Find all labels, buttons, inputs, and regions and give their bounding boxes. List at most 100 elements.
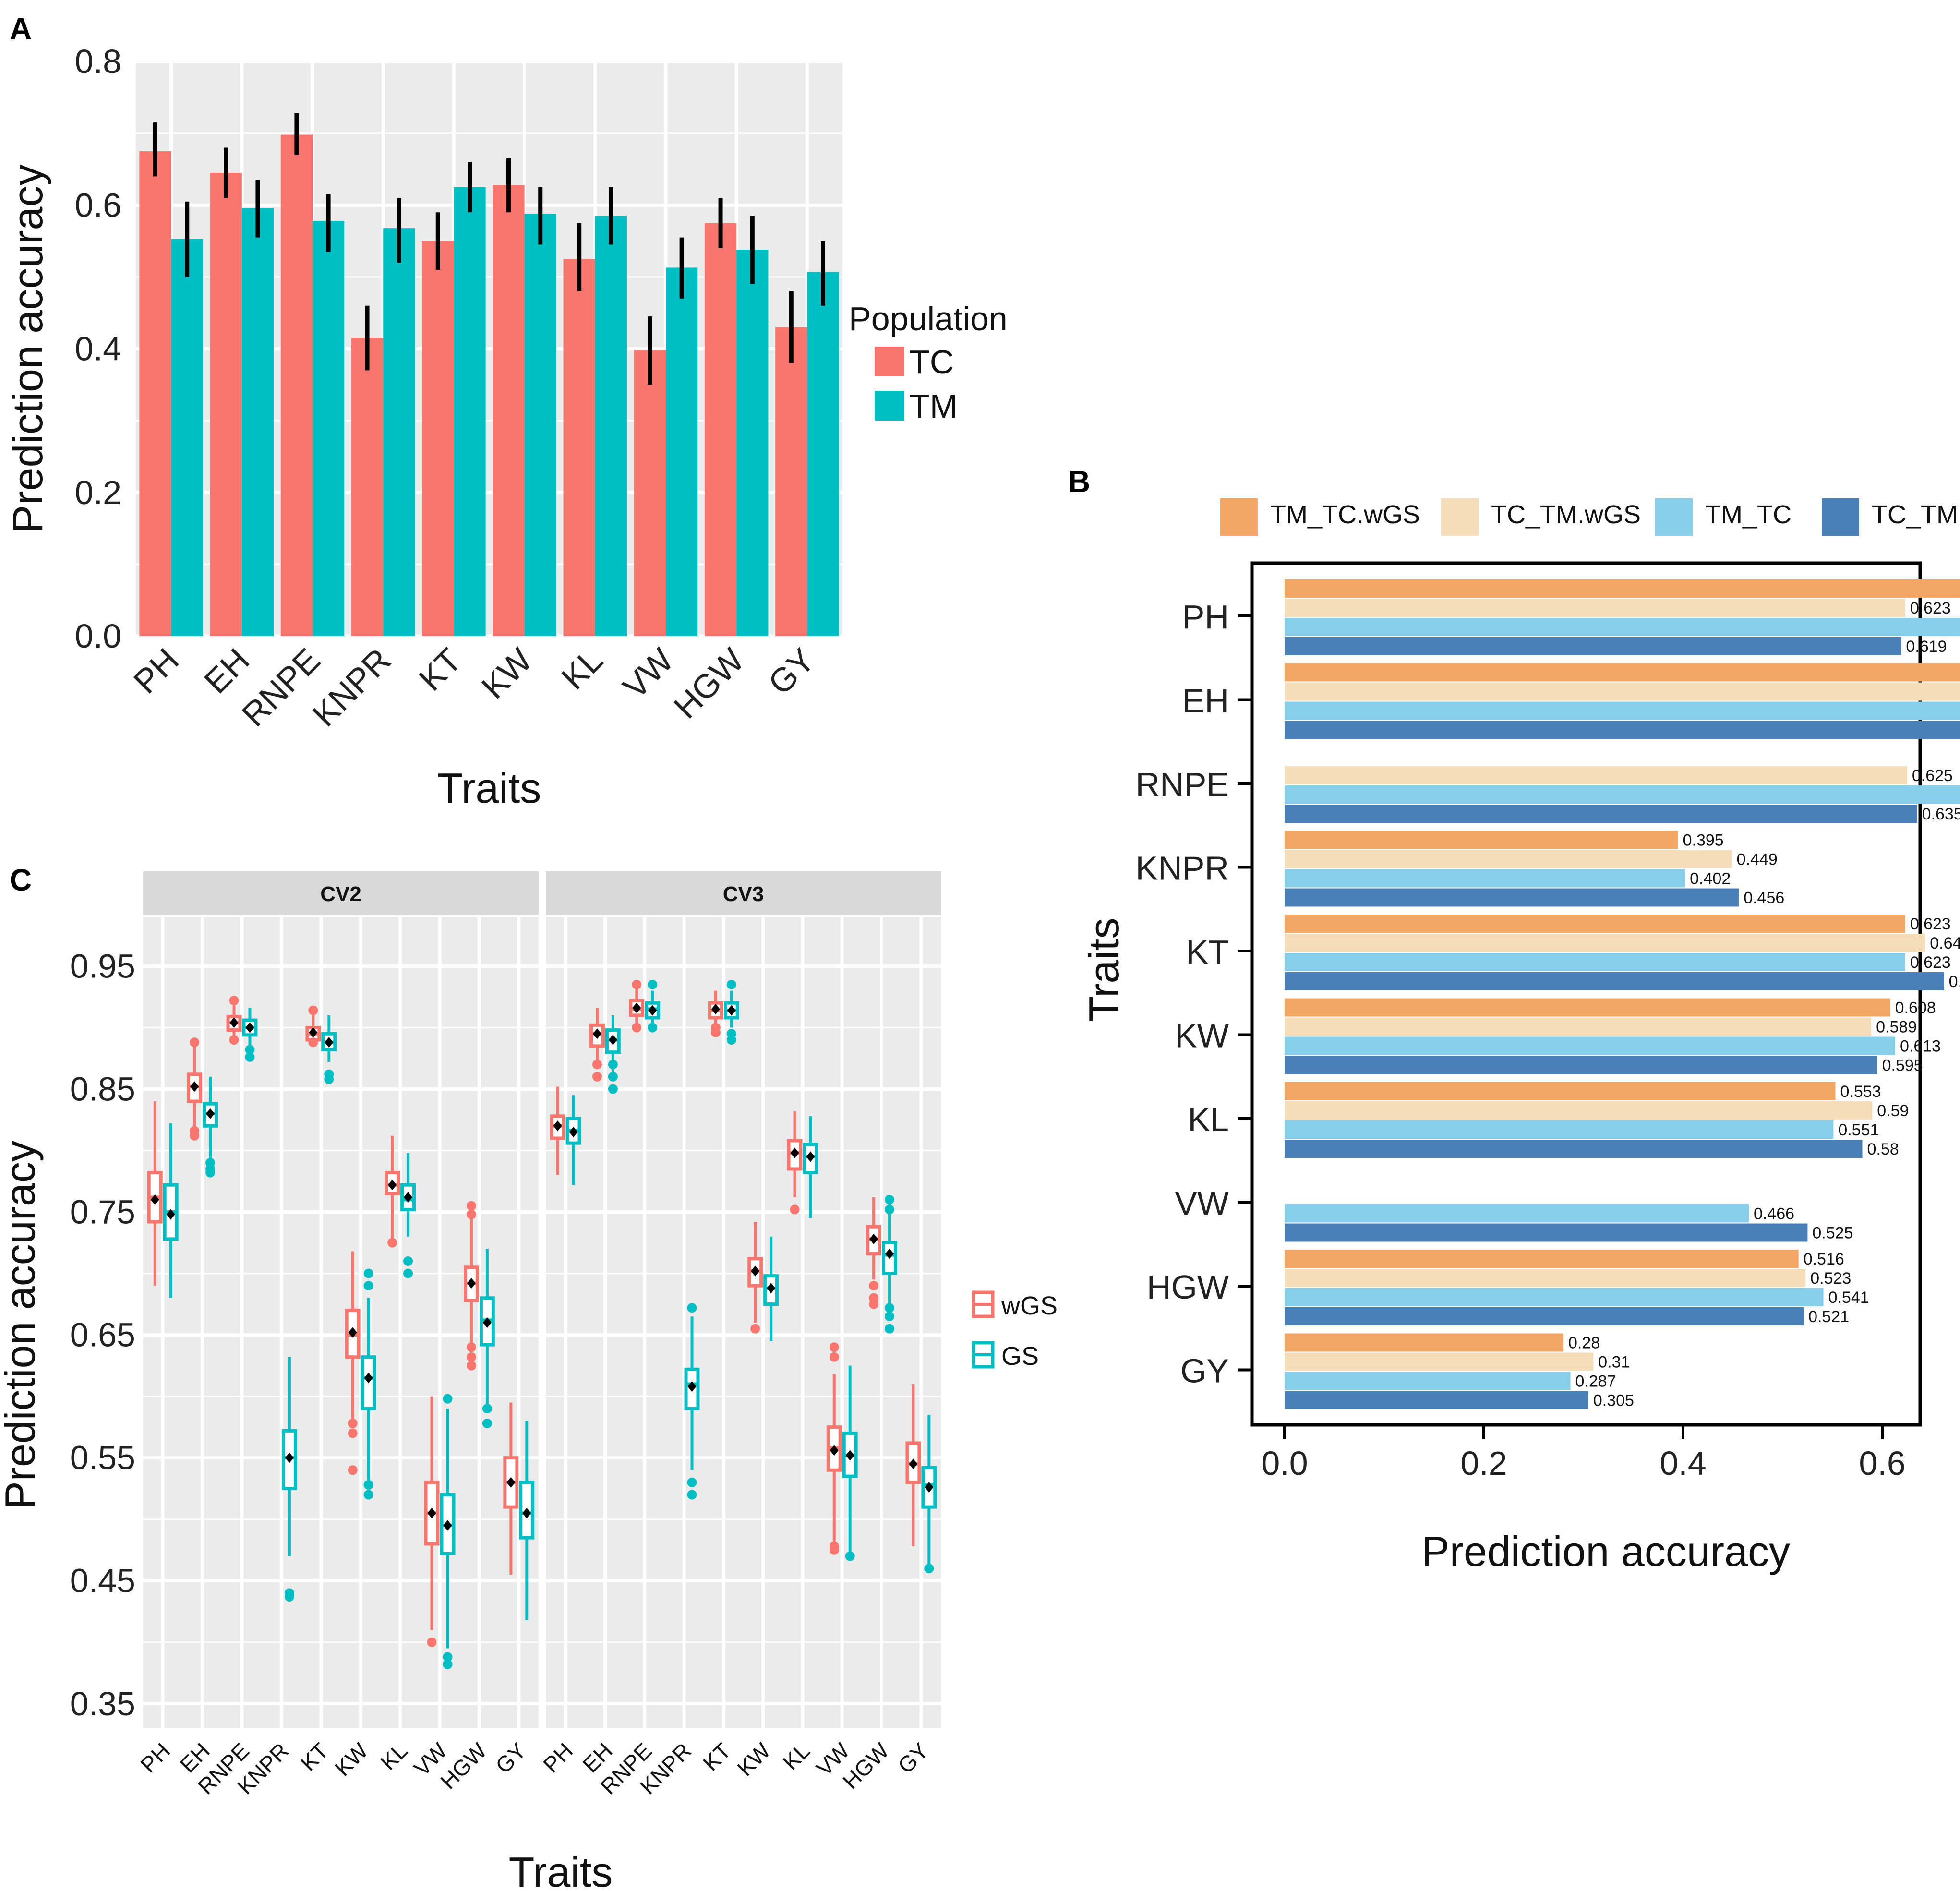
panel-b-bar-tm-tc-knpr [1285, 869, 1685, 888]
panel-a-legend-swatch-tm [875, 391, 904, 421]
panel-c-cv2-wgs-hgw-outlier [466, 1209, 476, 1219]
panel-c-cv2-gs-kt-mean-marker [325, 1037, 334, 1048]
panel-c-cv2-wgs-kw-mean-marker [348, 1327, 357, 1338]
panel-b-bar-tm-tc-wgs-eh [1285, 663, 1960, 682]
panel-a-x-axis-title: Traits [437, 764, 541, 812]
panel-b-bar-tm-tc-kw [1285, 1036, 1895, 1055]
panel-b-data-label-tc-tm-ph: 0.619 [1906, 638, 1947, 656]
panel-c-y-tick-label: 0.45 [70, 1562, 135, 1600]
panel-c-cv2-wgs-eh-mean-marker [190, 1081, 199, 1092]
panel-c-cv2-wgs-kt-outlier [308, 1037, 318, 1048]
panel-b-bar-tc-tm-gy [1285, 1391, 1588, 1409]
panel-a-letter: A [10, 12, 32, 46]
panel-c-y-tick-label: 0.85 [70, 1070, 135, 1108]
panel-c-cv3-gs-rnpe-outlier [648, 1023, 658, 1033]
panel-c-cv2-gs-hgw-outlier [482, 1418, 492, 1428]
panel-c-cv3-wgs-eh-outlier [592, 1060, 602, 1070]
panel-b-data-label-tm-tc-kt: 0.623 [1910, 953, 1951, 972]
panel-c-cv3-gs-knpr-mean-marker [687, 1381, 697, 1392]
panel-b-letter: B [1068, 464, 1090, 499]
panel-c-strip-label-cv2: CV2 [320, 882, 361, 906]
panel-b-data-label-tm-tc-hgw: 0.541 [1828, 1289, 1869, 1307]
panel-c-cv2-wgs-kt-mean-marker [309, 1027, 318, 1038]
panel-c-cv2-gs-rnpe-outlier [245, 1045, 255, 1055]
panel-b-y-tick-label: GY [1180, 1352, 1229, 1390]
panel-b-horizontal-bar-chart: TM_TC.wGSTC_TM.wGSTM_TCTC_TMPH0.6910.623… [1080, 498, 1960, 1575]
panel-c-cv3-gs-eh-outlier [608, 1072, 618, 1082]
panel-c-cv2-wgs-kl-box [385, 1171, 400, 1195]
panel-c-y-tick-label: 0.65 [70, 1316, 135, 1354]
panel-b-data-label-tc-tm-wgs-kl: 0.59 [1877, 1102, 1909, 1120]
panel-c-cv3-gs-kw-mean-marker [767, 1283, 776, 1294]
panel-c-y-tick-label: 0.75 [70, 1193, 135, 1231]
panel-b-data-label-tm-tc-vw: 0.466 [1754, 1205, 1794, 1223]
panel-a-legend-title: Population [849, 300, 1008, 337]
panel-c-cv3-gs-rnpe-outlier [648, 979, 658, 989]
panel-c-cv3-gs-kl-mean-marker [806, 1151, 815, 1162]
panel-b-bar-tc-tm-eh [1285, 721, 1960, 739]
panel-c-cv3-gs-knpr-outlier [687, 1477, 697, 1487]
panel-c-cv2-gs-rnpe-mean-marker [245, 1022, 254, 1033]
panel-b-bar-tc-tm-wgs-hgw [1285, 1269, 1806, 1287]
panel-a-bar-tc-eh [210, 172, 242, 636]
panel-b-bar-tm-tc-kt [1285, 953, 1905, 971]
panel-c-cv2-wgs-eh-outlier [190, 1131, 200, 1141]
panel-a-bar-tc-knpr [351, 338, 384, 636]
panel-a-y-tick-label: 0.4 [75, 330, 121, 368]
panel-c-cv2-gs-vw-outlier [443, 1659, 453, 1669]
panel-a-y-tick-label: 0.0 [75, 617, 121, 655]
panel-c-cv3-wgs-kl-outlier [790, 1204, 800, 1215]
panel-b-bar-tc-tm-wgs-gy [1285, 1352, 1594, 1371]
panel-b-data-label-tc-tm-kw: 0.595 [1882, 1057, 1923, 1075]
panel-c-cv2-wgs-ph-mean-marker [150, 1194, 159, 1205]
panel-a-bar-tc-ph [139, 151, 171, 636]
panel-b-legend-swatch-tm-tc [1655, 498, 1693, 536]
panel-c-cv3-wgs-gy-mean-marker [909, 1458, 918, 1469]
panel-c-cv2-gs-vw-mean-marker [443, 1520, 452, 1531]
panel-c-cv2-wgs-gy-mean-marker [506, 1477, 516, 1488]
panel-c-cv3-wgs-kw-mean-marker [751, 1265, 760, 1277]
panel-b-data-label-tc-tm-kl: 0.58 [1867, 1140, 1899, 1158]
panel-c-cv3-gs-hgw-outlier [885, 1312, 895, 1322]
panel-c-cv3-wgs-vw-outlier [829, 1342, 839, 1352]
panel-b-y-tick-label: KNPR [1136, 850, 1229, 887]
panel-c-cv3-gs-eh-mean-marker [608, 1035, 617, 1046]
panel-b-x-tick-label: 0.0 [1261, 1445, 1308, 1482]
panel-a-bar-tm-gy [807, 272, 839, 636]
panel-c-cv2-gs-kl-mean-marker [404, 1192, 413, 1203]
panel-c-cv3-gs-vw-outlier [845, 1551, 855, 1561]
panel-b-bar-tm-tc-wgs-kw [1285, 998, 1890, 1017]
panel-c-cv2-gs-kw-outlier [363, 1490, 373, 1500]
panel-b-y-tick-label: VW [1175, 1185, 1229, 1222]
panel-b-data-label-tm-tc-wgs-knpr: 0.395 [1683, 831, 1724, 850]
panel-c-cv3-wgs-ph-mean-marker [553, 1120, 562, 1132]
panel-b-y-tick-label: EH [1182, 682, 1229, 720]
panel-c-cv2-gs-kw-outlier [363, 1268, 373, 1278]
panel-c-cv2-gs-kl-outlier [403, 1268, 413, 1278]
panel-b-bar-tc-tm-kw [1285, 1056, 1877, 1074]
panel-c-cv2-wgs-vw-outlier [427, 1637, 437, 1647]
panel-b-data-label-tc-tm-kt: 0.662 [1949, 973, 1960, 991]
panel-c-cv3-wgs-vw-mean-marker [830, 1445, 839, 1456]
panel-b-data-label-tm-tc-kl: 0.551 [1838, 1121, 1879, 1139]
panel-c-cv2-gs-kw-outlier [363, 1480, 373, 1490]
panel-c-cv2-gs-kl-outlier [403, 1256, 413, 1266]
panel-c-letter: C [10, 863, 32, 897]
panel-c-cv2-gs-hgw-outlier [482, 1404, 492, 1414]
panel-c-cv3-gs-hgw-mean-marker [885, 1248, 894, 1259]
panel-b-bar-tc-tm-wgs-knpr [1285, 850, 1732, 868]
panel-c-legend-label-gs: GS [1001, 1342, 1039, 1371]
panel-b-data-label-tm-tc-wgs-hgw: 0.516 [1804, 1250, 1844, 1268]
panel-b-data-label-tc-tm-knpr: 0.456 [1744, 889, 1784, 907]
panel-b-data-label-tm-tc-gy: 0.287 [1575, 1373, 1616, 1391]
panel-c-cv3-gs-kt-outlier [726, 1035, 736, 1045]
panel-b-legend-label-tc-tm-wgs: TC_TM.wGS [1491, 500, 1641, 529]
panel-b-bar-tc-tm-wgs-rnpe [1285, 766, 1907, 784]
panel-b-data-label-tc-tm-wgs-kw: 0.589 [1876, 1018, 1917, 1036]
panel-c-cv3-gs-knpr-outlier [687, 1490, 697, 1500]
panel-c-cv3-wgs-eh-outlier [592, 1072, 602, 1082]
panel-c-cv3-wgs-hgw-outlier [869, 1299, 879, 1309]
panel-b-y-tick-label: PH [1182, 598, 1229, 636]
